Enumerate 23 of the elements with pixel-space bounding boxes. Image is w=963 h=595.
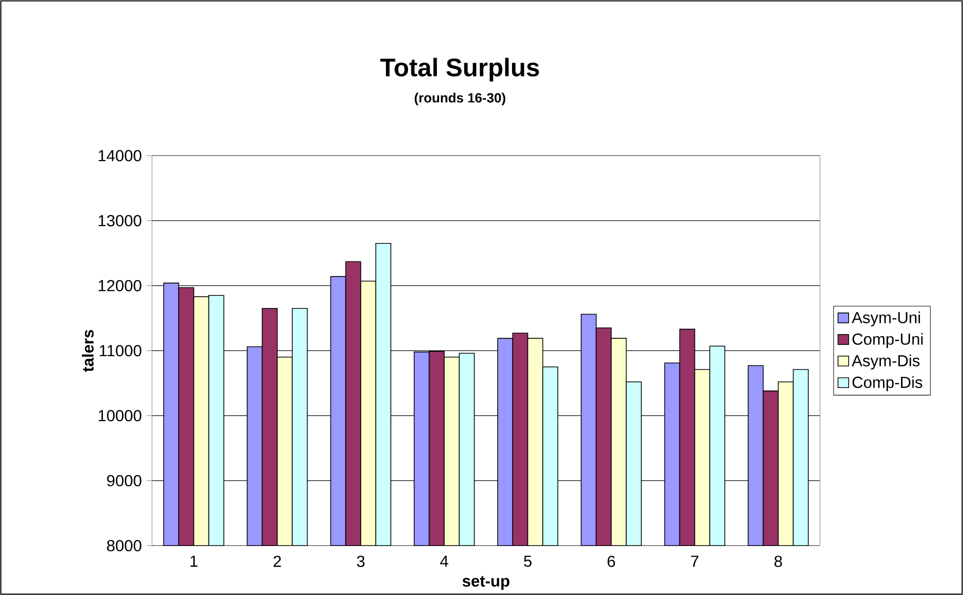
x-tick-label: 3 xyxy=(356,556,364,568)
y-axis-title: talers xyxy=(82,330,94,372)
x-tick-label: 1 xyxy=(190,556,198,567)
x-tick-label: 6 xyxy=(608,556,615,568)
y-tick-label: 11000 xyxy=(100,345,142,356)
y-tick-label: 12000 xyxy=(98,280,142,292)
y-tick-label: 14000 xyxy=(98,150,142,162)
y-tick-label: 9000 xyxy=(107,474,142,486)
legend-label: Comp-Uni xyxy=(852,333,923,348)
y-tick-label: 8000 xyxy=(107,540,142,552)
x-tick-label: 5 xyxy=(524,556,532,567)
legend-label: Comp-Dis xyxy=(852,376,922,392)
chart-subtitle: (rounds 16-30) xyxy=(414,92,506,106)
legend-label: Asym-Dis xyxy=(852,354,920,370)
x-tick-label: 8 xyxy=(774,556,782,568)
x-axis-title: set-up xyxy=(462,576,510,590)
y-tick-label: 10000 xyxy=(98,410,142,422)
x-tick-label: 7 xyxy=(691,556,698,567)
chart-title: Total Surplus xyxy=(380,58,539,82)
x-tick-label: 2 xyxy=(274,556,281,567)
x-tick-label: 4 xyxy=(440,556,448,567)
y-tick-label: 13000 xyxy=(98,215,142,226)
legend-label: Asym-Uni xyxy=(852,311,920,326)
